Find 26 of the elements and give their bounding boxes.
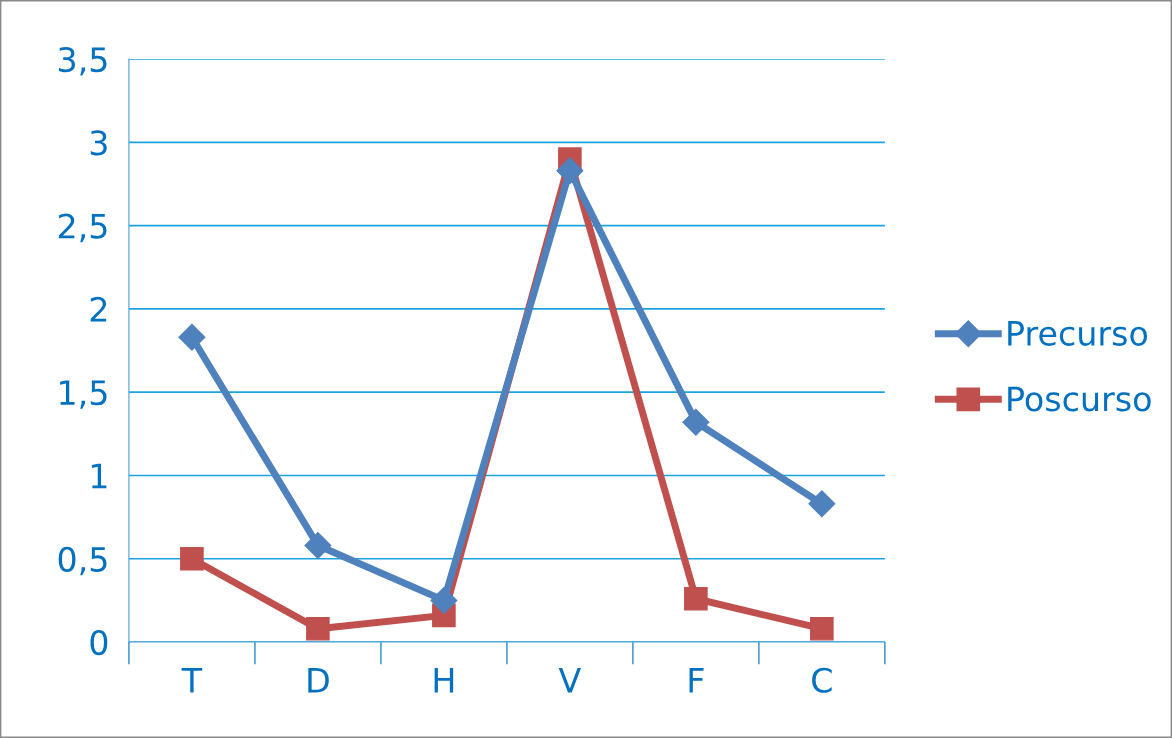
point	[556, 157, 584, 185]
point	[180, 546, 204, 571]
y-tick-label: 1	[91, 463, 107, 489]
point	[430, 586, 458, 614]
y-tick-label: 3,5	[59, 46, 107, 76]
y-tick-label: 2	[90, 296, 107, 322]
point	[682, 408, 710, 436]
point	[684, 586, 708, 611]
x-tick-label: H	[434, 668, 454, 693]
point	[178, 323, 206, 351]
x-tick-label: C	[812, 667, 832, 693]
x-tick-label: D	[308, 668, 329, 693]
x-tick-label: F	[689, 668, 704, 693]
point	[810, 616, 834, 641]
legend-label: Precurso	[1008, 321, 1148, 346]
y-tick-label: 0	[90, 629, 108, 656]
y-tick-label: 0,5	[58, 546, 107, 576]
y-tick-label: 3	[90, 130, 107, 156]
point	[304, 531, 332, 559]
legend-label: Poscurso	[1008, 386, 1151, 412]
point	[306, 616, 330, 641]
point	[808, 490, 836, 518]
y-tick-label: 1,5	[60, 380, 107, 409]
x-tick-label: T	[181, 668, 203, 693]
x-tick-label: V	[558, 668, 582, 693]
y-tick-label: 2,5	[58, 213, 107, 243]
